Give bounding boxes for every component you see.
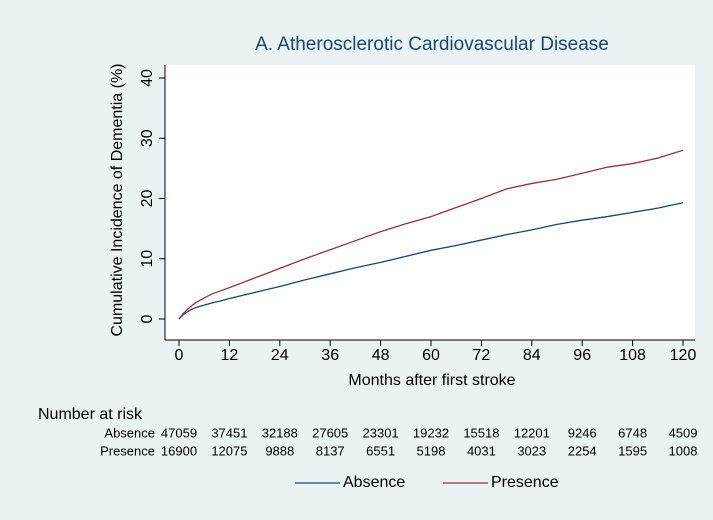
x-tick-label: 24 xyxy=(271,347,289,364)
y-axis-label: Cumulative Incidence of Dementia (%) xyxy=(109,63,126,336)
risk-row-label: Absence xyxy=(104,425,155,440)
x-tick-label: 36 xyxy=(321,347,339,364)
x-tick-label: 60 xyxy=(422,347,440,364)
y-tick-label: 0 xyxy=(139,314,156,323)
risk-value: 32188 xyxy=(262,425,298,440)
risk-value: 12075 xyxy=(211,443,247,458)
risk-value: 8137 xyxy=(316,443,345,458)
risk-value: 3023 xyxy=(517,443,546,458)
risk-value: 37451 xyxy=(211,425,247,440)
risk-value: 27605 xyxy=(312,425,348,440)
y-tick-label: 40 xyxy=(139,69,156,87)
legend-label: Absence xyxy=(343,474,405,491)
y-tick-label: 30 xyxy=(139,129,156,147)
x-tick-label: 96 xyxy=(573,347,591,364)
risk-value: 47059 xyxy=(161,425,197,440)
series-line xyxy=(178,202,684,320)
risk-value: 6551 xyxy=(366,443,395,458)
risk-value: 16900 xyxy=(161,443,197,458)
risk-value: 12201 xyxy=(514,425,550,440)
x-tick-label: 72 xyxy=(473,347,491,364)
risk-value: 9246 xyxy=(568,425,597,440)
risk-value: 15518 xyxy=(463,425,499,440)
x-tick-label: 0 xyxy=(175,347,184,364)
chart-title: A. Atherosclerotic Cardiovascular Diseas… xyxy=(255,34,609,55)
legend-label: Presence xyxy=(491,474,559,491)
risk-row-label: Presence xyxy=(100,443,155,458)
risk-value: 9888 xyxy=(265,443,294,458)
risk-value: 1595 xyxy=(618,443,647,458)
risk-value: 6748 xyxy=(618,425,647,440)
x-tick-label: 48 xyxy=(372,347,390,364)
risk-value: 19232 xyxy=(413,425,449,440)
x-tick-label: 108 xyxy=(619,347,646,364)
risk-value: 4509 xyxy=(669,425,698,440)
risk-value: 1008 xyxy=(669,443,698,458)
x-tick-label: 84 xyxy=(523,347,541,364)
risk-value: 2254 xyxy=(568,443,597,458)
x-axis-label: Months after first stroke xyxy=(348,372,515,389)
risk-value: 23301 xyxy=(363,425,399,440)
x-tick-label: 120 xyxy=(670,347,697,364)
y-tick-label: 20 xyxy=(139,190,156,208)
plot-area xyxy=(165,65,695,340)
risk-table-title: Number at risk xyxy=(38,406,143,423)
y-tick-label: 10 xyxy=(139,250,156,268)
risk-value: 5198 xyxy=(417,443,446,458)
series-line xyxy=(178,149,684,320)
risk-value: 4031 xyxy=(467,443,496,458)
x-tick-label: 12 xyxy=(221,347,239,364)
